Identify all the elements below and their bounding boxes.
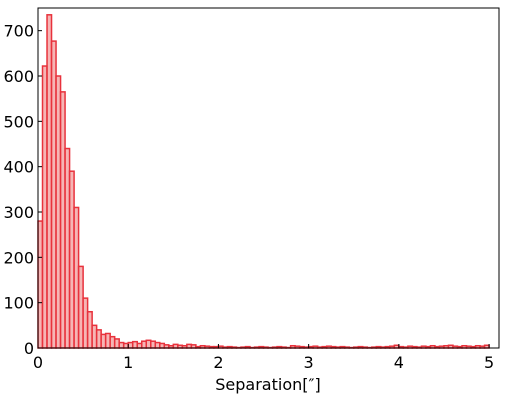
y-tick-label: 200: [3, 248, 34, 267]
y-tick-label: 700: [3, 22, 34, 41]
x-tick-label: 1: [123, 353, 133, 372]
x-tick-label: 5: [484, 353, 494, 372]
x-tick-label: 4: [394, 353, 404, 372]
x-tick-label: 0: [33, 353, 43, 372]
x-tick-label: 2: [213, 353, 223, 372]
y-tick-label: 100: [3, 294, 34, 313]
y-tick-label: 500: [3, 112, 34, 131]
y-tick-label: 600: [3, 67, 34, 86]
x-axis-label: Separation[″]: [215, 375, 320, 394]
y-tick-label: 300: [3, 203, 34, 222]
x-tick-label: 3: [304, 353, 314, 372]
y-tick-label: 400: [3, 158, 34, 177]
plot-frame: [38, 8, 499, 348]
